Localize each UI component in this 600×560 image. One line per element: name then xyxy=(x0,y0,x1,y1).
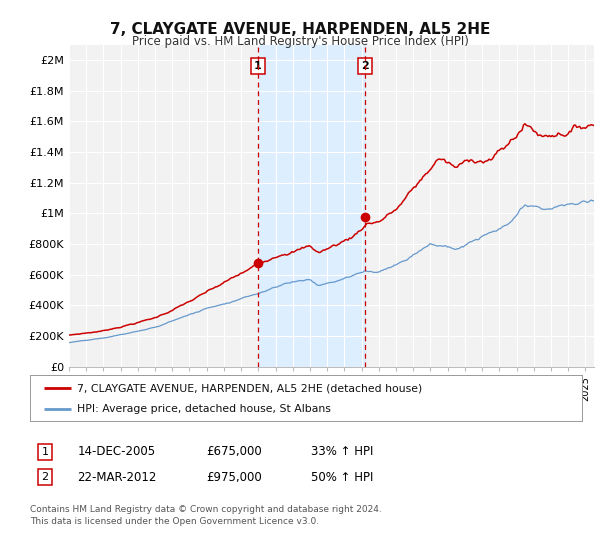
Text: £975,000: £975,000 xyxy=(206,470,262,484)
Text: HPI: Average price, detached house, St Albans: HPI: Average price, detached house, St A… xyxy=(77,404,331,414)
Text: 14-DEC-2005: 14-DEC-2005 xyxy=(78,445,156,459)
Text: 1: 1 xyxy=(41,447,49,457)
Text: 2: 2 xyxy=(41,472,49,482)
Text: 50% ↑ HPI: 50% ↑ HPI xyxy=(311,470,373,484)
Text: 7, CLAYGATE AVENUE, HARPENDEN, AL5 2HE (detached house): 7, CLAYGATE AVENUE, HARPENDEN, AL5 2HE (… xyxy=(77,383,422,393)
Text: Price paid vs. HM Land Registry's House Price Index (HPI): Price paid vs. HM Land Registry's House … xyxy=(131,35,469,48)
Text: 33% ↑ HPI: 33% ↑ HPI xyxy=(311,445,373,459)
Text: £675,000: £675,000 xyxy=(206,445,262,459)
Text: 1: 1 xyxy=(254,60,262,71)
Text: 7, CLAYGATE AVENUE, HARPENDEN, AL5 2HE: 7, CLAYGATE AVENUE, HARPENDEN, AL5 2HE xyxy=(110,22,490,38)
Text: Contains HM Land Registry data © Crown copyright and database right 2024.
This d: Contains HM Land Registry data © Crown c… xyxy=(30,505,382,526)
Text: 22-MAR-2012: 22-MAR-2012 xyxy=(77,470,157,484)
Text: 2: 2 xyxy=(362,60,369,71)
Bar xyxy=(257,45,365,367)
